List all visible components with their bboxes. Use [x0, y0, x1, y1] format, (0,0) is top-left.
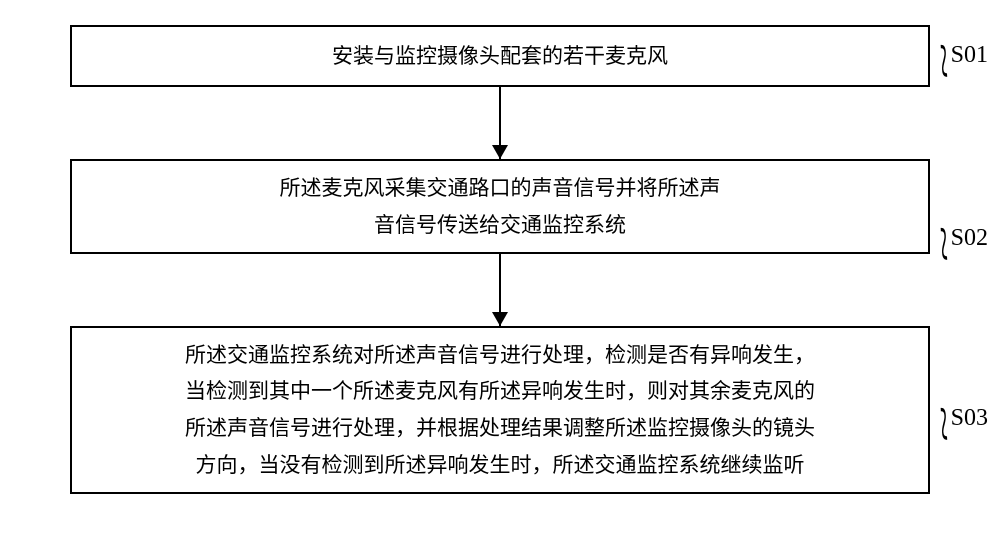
- step-label-s03: S03: [951, 405, 988, 432]
- step-3-line-4: 方向，当没有检测到所述异响发生时，所述交通监控系统继续监听: [185, 447, 815, 484]
- step-1-text: 安装与监控摄像头配套的若干麦克风: [332, 38, 668, 75]
- step-2-line-2: 音信号传送给交通监控系统: [280, 207, 721, 244]
- arrow-1: [70, 87, 930, 159]
- step-label-s02: S02: [951, 225, 988, 252]
- step-3-line-2: 当检测到其中一个所述麦克风有所述异响发生时，则对其余麦克风的: [185, 373, 815, 410]
- arrow-2: [70, 254, 930, 326]
- arrow-2-head: [492, 312, 508, 326]
- step-3-line-1: 所述交通监控系统对所述声音信号进行处理，检测是否有异响发生，: [185, 337, 815, 374]
- flowchart-step-3: 所述交通监控系统对所述声音信号进行处理，检测是否有异响发生， 当检测到其中一个所…: [70, 326, 930, 494]
- flowchart-step-1: 安装与监控摄像头配套的若干麦克风: [70, 25, 930, 87]
- step-2-line-1: 所述麦克风采集交通路口的声音信号并将所述声: [280, 170, 721, 207]
- step-3-line-3: 所述声音信号进行处理，并根据处理结果调整所述监控摄像头的镜头: [185, 410, 815, 447]
- flowchart-container: 安装与监控摄像头配套的若干麦克风 所述麦克风采集交通路口的声音信号并将所述声 音…: [70, 25, 930, 494]
- flowchart-step-2: 所述麦克风采集交通路口的声音信号并将所述声 音信号传送给交通监控系统: [70, 159, 930, 254]
- step-3-text: 所述交通监控系统对所述声音信号进行处理，检测是否有异响发生， 当检测到其中一个所…: [185, 337, 815, 484]
- step-label-s01: S01: [951, 42, 988, 69]
- arrow-1-head: [492, 145, 508, 159]
- step-2-text: 所述麦克风采集交通路口的声音信号并将所述声 音信号传送给交通监控系统: [280, 170, 721, 244]
